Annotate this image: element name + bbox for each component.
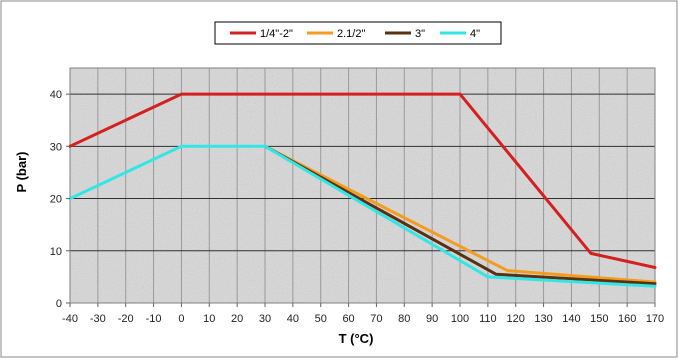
series-line-1 xyxy=(68,92,657,269)
y-tick-label: 30 xyxy=(50,141,62,153)
x-tick-label: 120 xyxy=(507,313,525,325)
x-tick-label: 110 xyxy=(479,313,497,325)
x-tick-label: 70 xyxy=(370,313,382,325)
x-tick-label: 80 xyxy=(398,313,410,325)
x-tick-label: 20 xyxy=(231,313,243,325)
y-tick-label: 20 xyxy=(50,194,62,206)
x-tick-label: -20 xyxy=(118,313,134,325)
legend-label-4: 4" xyxy=(470,28,480,40)
x-tick-label: -10 xyxy=(146,313,162,325)
x-axis-label: T (°C) xyxy=(339,331,374,346)
legend-label-1: 1/4"-2" xyxy=(260,28,293,40)
legend: 1/4"-2" 2.1/2" 3" 4" xyxy=(214,21,502,45)
x-tick-label: 140 xyxy=(562,313,580,325)
y-tick-label: 0 xyxy=(56,298,62,310)
x-tick-label: 30 xyxy=(259,313,271,325)
legend-label-3: 3" xyxy=(415,28,425,40)
plot-frame xyxy=(69,67,656,304)
series-line-2 xyxy=(263,144,657,284)
x-tick-label: 170 xyxy=(646,313,664,325)
x-tick-label: 50 xyxy=(315,313,327,325)
series-line-4 xyxy=(68,144,657,288)
series-line-3 xyxy=(263,144,657,286)
y-tick-label: 40 xyxy=(50,89,62,101)
x-tick-label: 160 xyxy=(618,313,636,325)
y-axis-label: P (bar) xyxy=(14,152,29,193)
x-tick-label: 90 xyxy=(426,313,438,325)
x-tick-label: 10 xyxy=(203,313,215,325)
legend-box xyxy=(214,21,502,45)
x-tick-label: 130 xyxy=(534,313,552,325)
x-tick-label: 60 xyxy=(342,313,354,325)
x-tick-label: 100 xyxy=(451,313,469,325)
x-tick-label: -30 xyxy=(90,313,106,325)
y-axis-ticks: 0 10 20 30 40 xyxy=(50,89,70,310)
x-axis-ticks: -40 -30 -20 -10 0 10 20 30 40 50 60 70 80 90 100 110 120… xyxy=(62,303,664,325)
x-tick-label: -40 xyxy=(62,313,78,325)
series-layer xyxy=(68,92,657,288)
x-tick-label: 40 xyxy=(287,313,299,325)
plot-texture xyxy=(70,68,655,303)
y-tick-label: 10 xyxy=(50,246,62,258)
x-tick-label: 0 xyxy=(178,313,184,325)
legend-label-2: 2.1/2" xyxy=(337,28,365,40)
x-tick-label: 150 xyxy=(590,313,608,325)
